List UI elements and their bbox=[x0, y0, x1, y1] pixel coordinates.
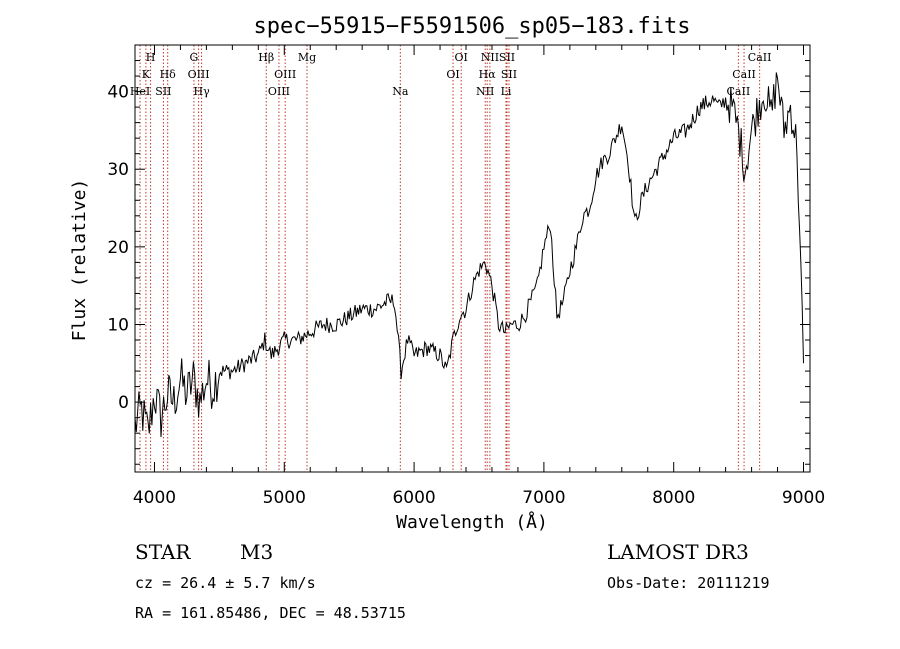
y-tick-label: 40 bbox=[107, 83, 129, 103]
spectral-line-label: SII bbox=[155, 85, 171, 98]
redshift-velocity: cz = 26.4 ± 5.7 km/s bbox=[135, 574, 316, 592]
spectrum-series-line bbox=[134, 72, 804, 438]
y-axis-label: Flux (relative) bbox=[69, 179, 90, 342]
spectral-line-label: OI bbox=[446, 68, 459, 81]
spectral-line-label: NII bbox=[481, 51, 499, 64]
spectral-line-label: CaII bbox=[748, 51, 772, 64]
plot-area-frame bbox=[134, 44, 811, 473]
y-tick-label: 10 bbox=[107, 315, 129, 335]
survey-name: LAMOST DR3 bbox=[607, 540, 749, 564]
spectral-line-label: Hδ bbox=[160, 68, 177, 81]
spectral-line-label: G bbox=[190, 51, 199, 64]
spectral-line-label: SII bbox=[499, 51, 515, 64]
spectral-line-label: Mg bbox=[298, 51, 316, 64]
observation-date: Obs-Date: 20111219 bbox=[607, 574, 770, 592]
axis-ticks: 4000 5000 6000 7000 8000 9000 0 10 20 30 40 bbox=[107, 45, 825, 508]
y-tick-label: 20 bbox=[107, 238, 129, 258]
spectral-line-label: SII bbox=[501, 68, 517, 81]
x-axis-label: Wavelength (Å) bbox=[396, 511, 548, 533]
spectral-line-label: NII bbox=[476, 85, 494, 98]
chart-title: spec−55915−F5591506_sp05−183.fits bbox=[253, 14, 690, 39]
object-class: STAR bbox=[135, 540, 191, 564]
spectral-line-label: CaII bbox=[727, 85, 751, 98]
spectral-line-label: Hα bbox=[479, 68, 497, 81]
spectral-line-label: OIII bbox=[274, 68, 296, 81]
spectral-line-label: CaII bbox=[732, 68, 756, 81]
object-subclass: M3 bbox=[240, 540, 274, 564]
spectral-line-label: OIII bbox=[268, 85, 290, 98]
spectral-line-label: Hβ bbox=[258, 51, 274, 64]
spectral-line-label: OIII bbox=[188, 68, 210, 81]
x-tick-label: 6000 bbox=[392, 488, 435, 508]
spectral-line-label: Na bbox=[392, 85, 409, 98]
coordinates: RA = 161.85486, DEC = 48.53715 bbox=[135, 604, 406, 622]
spectral-line-label: K bbox=[142, 68, 151, 81]
y-tick-label: 30 bbox=[107, 160, 129, 180]
x-tick-label: 7000 bbox=[522, 488, 565, 508]
x-tick-label: 5000 bbox=[263, 488, 306, 508]
x-tick-label: 4000 bbox=[133, 488, 176, 508]
spectral-line-markers bbox=[139, 45, 761, 472]
spectral-line-label: Hγ bbox=[194, 85, 211, 98]
spectral-line-label: Li bbox=[501, 85, 512, 98]
spectral-line-label: H bbox=[146, 51, 156, 64]
x-tick-label: 9000 bbox=[782, 488, 825, 508]
spectral-line-label: OI bbox=[455, 51, 468, 64]
x-tick-label: 8000 bbox=[652, 488, 695, 508]
y-tick-label: 0 bbox=[118, 393, 129, 413]
